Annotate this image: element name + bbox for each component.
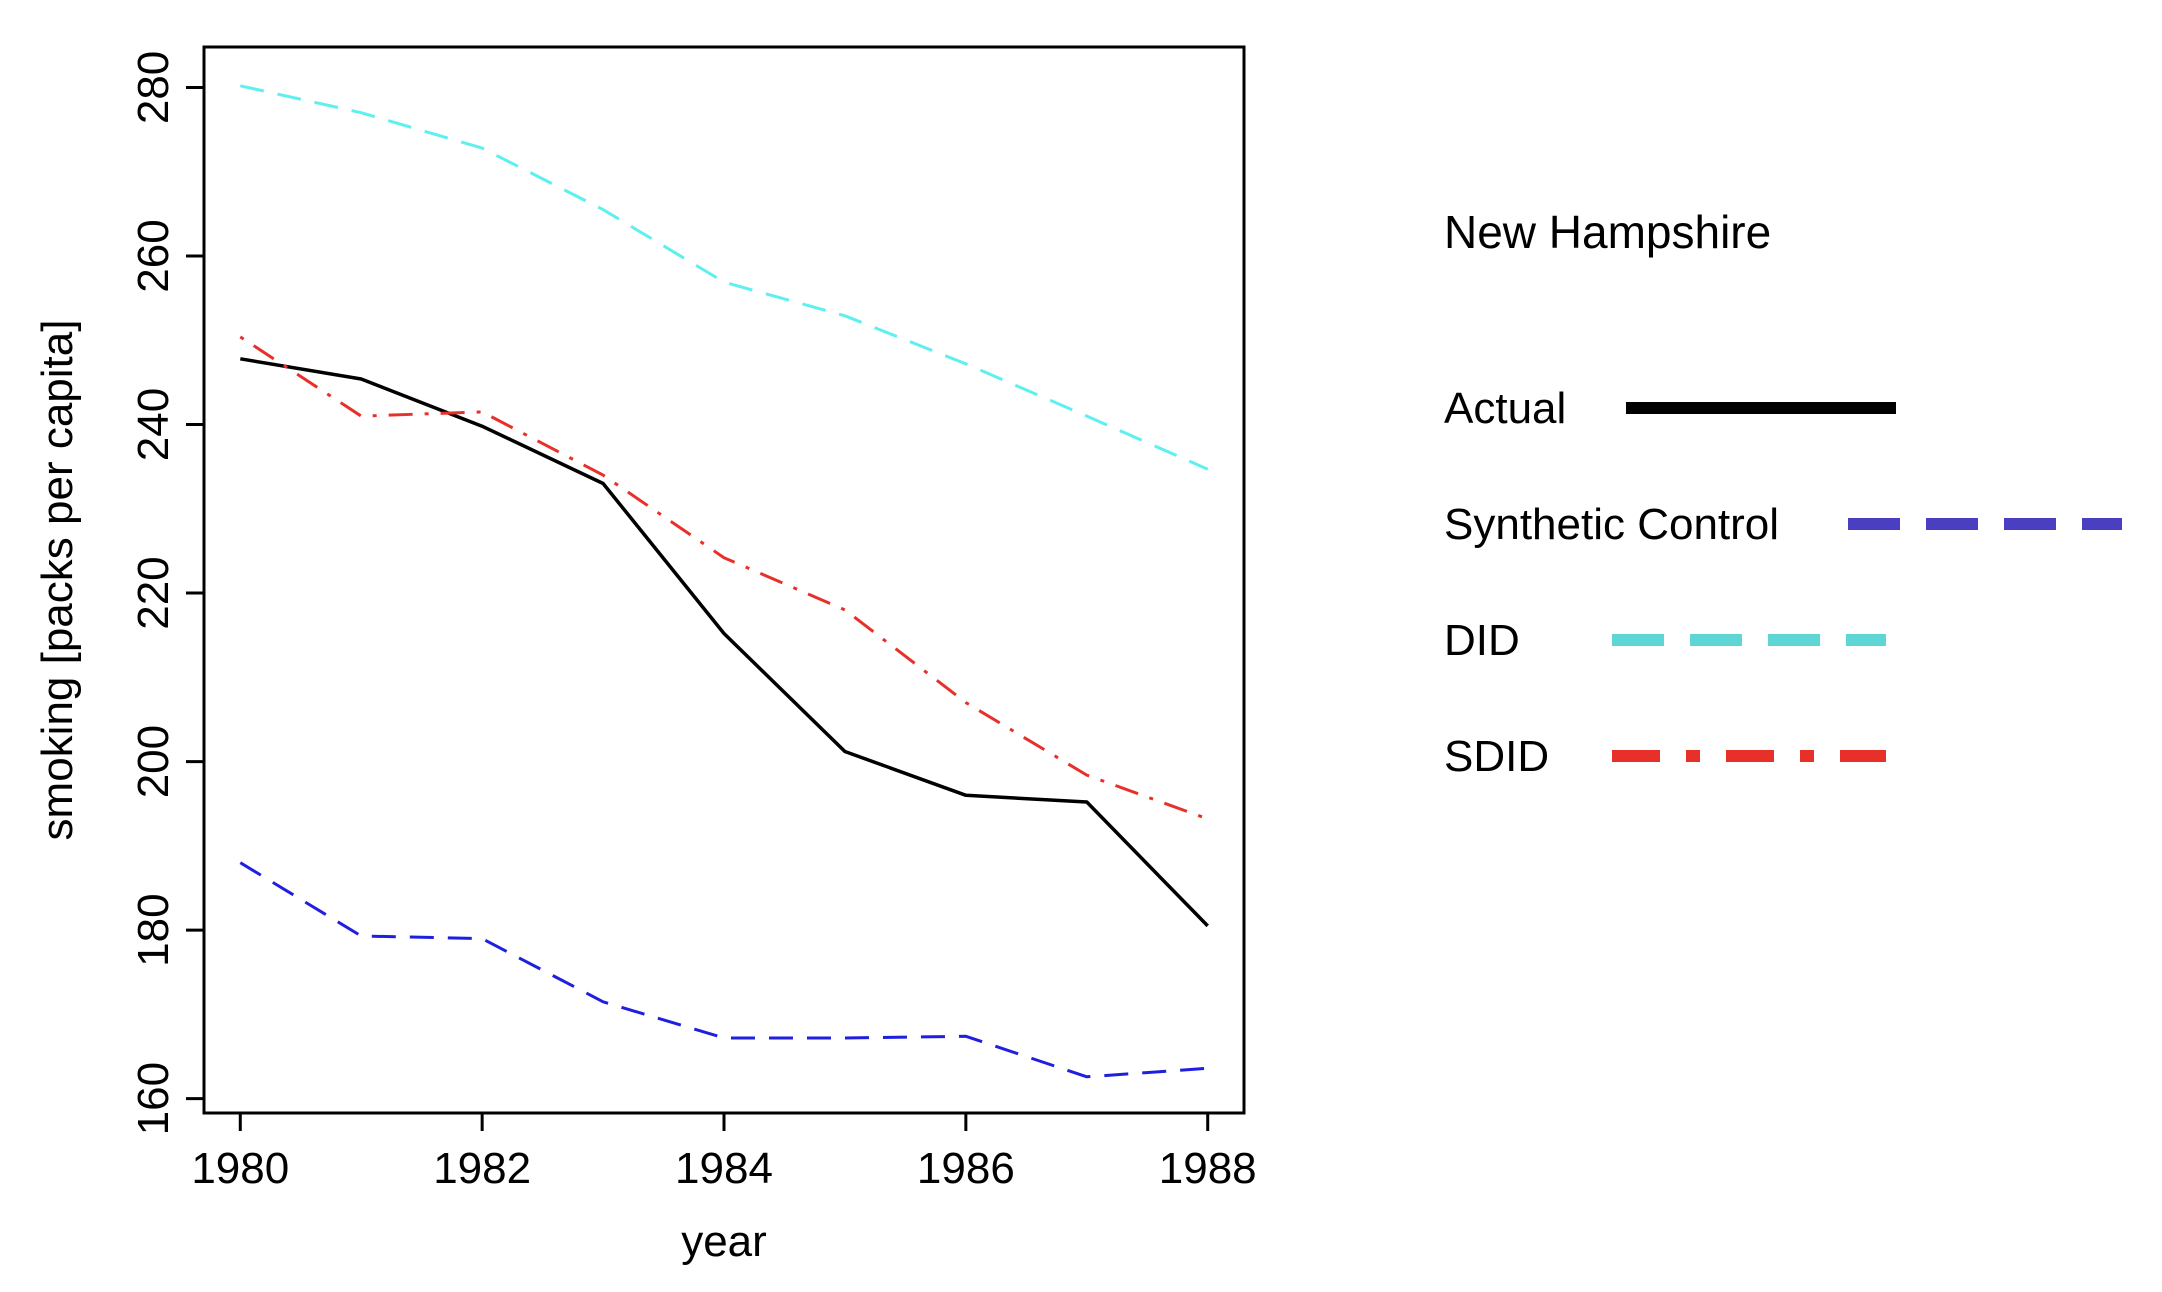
- x-tick-label: 1982: [433, 1144, 531, 1193]
- y-tick-label: 160: [129, 1062, 178, 1135]
- series-line-did: [239, 84, 1209, 471]
- legend-label-did: DID: [1444, 616, 1520, 665]
- x-axis-label: year: [681, 1217, 767, 1266]
- y-tick-label: 180: [129, 893, 178, 966]
- x-tick-label: 1980: [191, 1144, 289, 1193]
- series-line-actual: [240, 357, 1209, 928]
- y-tick-label: 280: [129, 51, 178, 124]
- y-tick-label: 220: [129, 556, 178, 629]
- legend-label-synthetic-control: Synthetic Control: [1444, 500, 1779, 549]
- y-tick-label: 200: [129, 725, 178, 798]
- series-line-synthetic-control: [239, 861, 1208, 1079]
- legend-label-actual: Actual: [1444, 384, 1566, 433]
- x-tick-label: 1986: [917, 1144, 1015, 1193]
- y-axis-label: smoking [packs per capita]: [33, 320, 82, 841]
- y-tick-label: 260: [129, 219, 178, 292]
- y-tick-label: 240: [129, 388, 178, 461]
- series-layer: [239, 84, 1209, 1079]
- plot-frame: [202, 45, 1246, 1115]
- x-axis: 1980 1982 1984 1986 1988: [191, 1111, 1257, 1193]
- legend-label-sdid: SDID: [1444, 732, 1549, 781]
- series-line-sdid: [239, 335, 1209, 821]
- legend-title: New Hampshire: [1444, 206, 1771, 258]
- y-axis: 160 180 200 220 240 260 280: [129, 51, 206, 1135]
- legend: New Hampshire Actual Synthetic Control DID…: [1444, 206, 2122, 781]
- x-tick-label: 1988: [1159, 1144, 1257, 1193]
- x-tick-label: 1984: [675, 1144, 773, 1193]
